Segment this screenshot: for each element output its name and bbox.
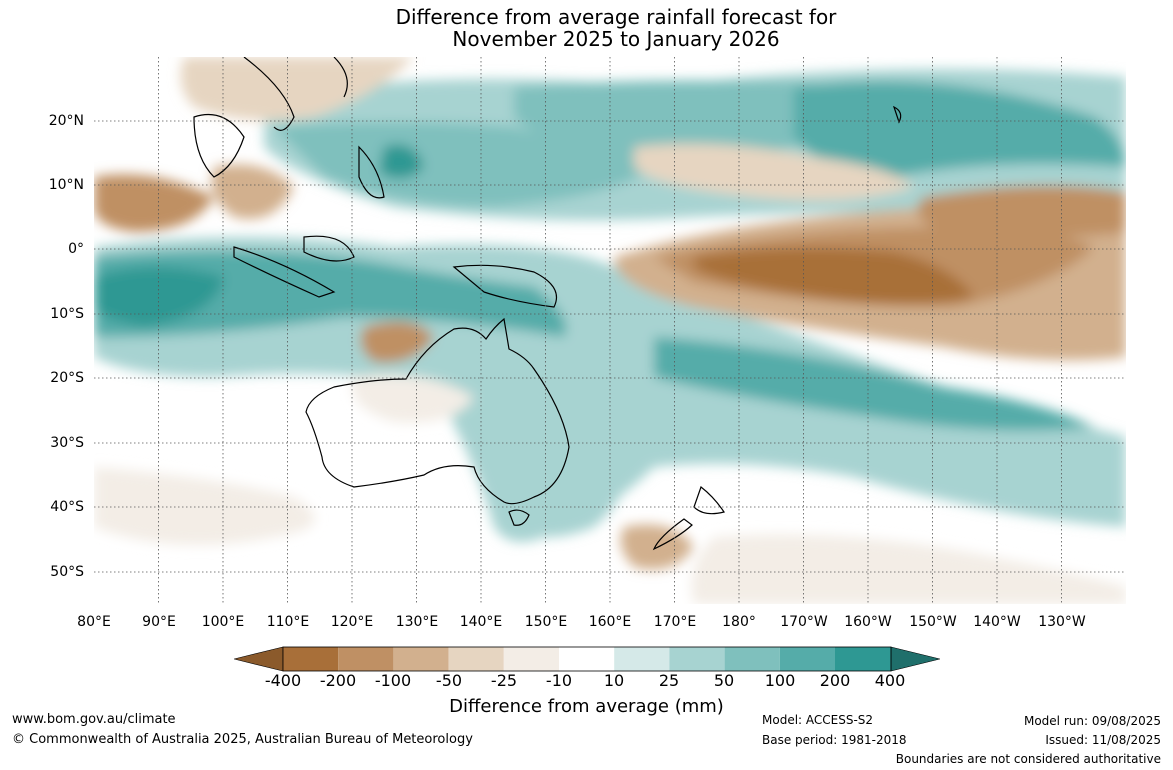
- lon-label-170w: 170°W: [780, 614, 828, 630]
- lon-label-160e: 160°E: [588, 614, 632, 630]
- lon-label-140e: 140°E: [459, 614, 503, 630]
- colorbar-label: 400: [874, 671, 906, 690]
- lat-label-10n: 10°N: [48, 177, 84, 193]
- lon-label-120e: 120°E: [330, 614, 374, 630]
- lon-label-170e: 170°E: [653, 614, 697, 630]
- graticule: [94, 57, 1126, 604]
- colorbar-swatch-8: [669, 647, 725, 671]
- model-name: Model: ACCESS-S2: [762, 713, 874, 727]
- colorbar-swatch-7: [614, 647, 670, 671]
- colorbar-label: 10: [603, 671, 625, 690]
- lat-label-0: 0°: [68, 241, 84, 257]
- lon-label-130w: 130°W: [1038, 614, 1086, 630]
- colorbar-swatch-9: [724, 647, 780, 671]
- lon-label-150w: 150°W: [909, 614, 957, 630]
- base-period: Base period: 1981-2018: [762, 733, 907, 747]
- map-title-line2: November 2025 to January 2026: [452, 27, 780, 51]
- copyright-text: © Commonwealth of Australia 2025, Austra…: [12, 732, 473, 747]
- lat-label-20s: 20°S: [50, 370, 84, 386]
- colorbar-label: -400: [264, 671, 302, 690]
- colorbar-label: 50: [713, 671, 735, 690]
- colorbar-label: -100: [374, 671, 412, 690]
- colorbar-label: 100: [764, 671, 796, 690]
- lat-label-50s: 50°S: [50, 564, 84, 580]
- colorbar-label: 200: [819, 671, 851, 690]
- coastlines: [193, 57, 902, 551]
- colorbar: [234, 646, 940, 672]
- colorbar-swatch-12: [890, 646, 940, 672]
- lon-label-80e: 80°E: [77, 614, 111, 630]
- boundaries-disclaimer: Boundaries are not considered authoritat…: [895, 752, 1161, 766]
- colorbar-swatch-10: [779, 647, 835, 671]
- colorbar-swatch-6: [559, 647, 615, 671]
- lon-label-90e: 90°E: [142, 614, 176, 630]
- colorbar-label: -200: [319, 671, 357, 690]
- lon-label-150e: 150°E: [524, 614, 568, 630]
- bom-url-link[interactable]: www.bom.gov.au/climate: [12, 712, 176, 727]
- lat-label-20n: 20°N: [48, 113, 84, 129]
- colorbar-swatch-2: [338, 647, 394, 671]
- colorbar-swatch-5: [503, 647, 559, 671]
- colorbar-swatch-1: [283, 647, 339, 671]
- colorbar-title: Difference from average (mm): [449, 696, 724, 717]
- colorbar-swatch-3: [393, 647, 449, 671]
- lat-label-10s: 10°S: [50, 306, 84, 322]
- lon-label-100e: 100°E: [201, 614, 245, 630]
- issued-date: Issued: 11/08/2025: [1045, 733, 1161, 747]
- lon-label-160w: 160°W: [844, 614, 892, 630]
- colorbar-label: 25: [658, 671, 680, 690]
- lon-label-110e: 110°E: [266, 614, 310, 630]
- colorbar-label: -10: [545, 671, 573, 690]
- map-title-line1: Difference from average rainfall forecas…: [395, 5, 837, 29]
- lat-label-30s: 30°S: [50, 435, 84, 451]
- lat-label-40s: 40°S: [50, 499, 84, 515]
- colorbar-label: -25: [490, 671, 518, 690]
- colorbar-swatch-11: [835, 647, 891, 671]
- lon-label-130e: 130°E: [395, 614, 439, 630]
- colorbar-swatch-0: [234, 646, 284, 672]
- lon-label-180: 180°: [722, 614, 756, 630]
- rainfall-anomaly-map: [94, 57, 1126, 604]
- colorbar-swatch-4: [448, 647, 504, 671]
- lon-label-140w: 140°W: [973, 614, 1021, 630]
- colorbar-label: -50: [435, 671, 463, 690]
- model-run-date: Model run: 09/08/2025: [1023, 714, 1161, 728]
